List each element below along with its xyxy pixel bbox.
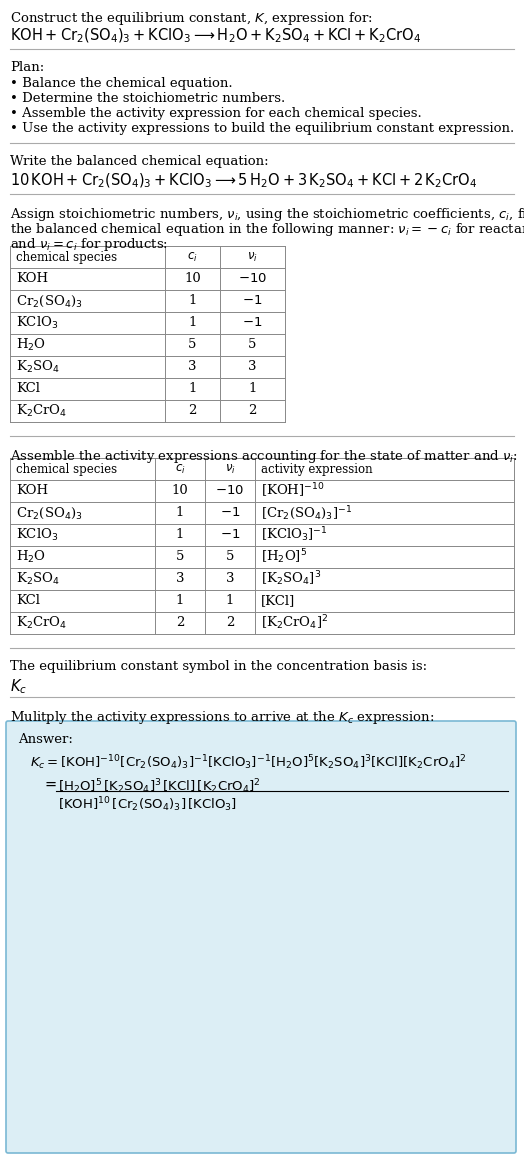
Text: $-10$: $-10$ <box>215 484 245 497</box>
Text: • Determine the stoichiometric numbers.: • Determine the stoichiometric numbers. <box>10 92 285 105</box>
Text: Cr$_2$(SO$_4$)$_3$: Cr$_2$(SO$_4$)$_3$ <box>16 505 83 520</box>
Text: The equilibrium constant symbol in the concentration basis is:: The equilibrium constant symbol in the c… <box>10 659 427 673</box>
FancyBboxPatch shape <box>6 721 516 1153</box>
Text: Answer:: Answer: <box>18 732 73 746</box>
Text: KOH: KOH <box>16 272 48 285</box>
Text: chemical species: chemical species <box>16 462 117 475</box>
Text: $=$: $=$ <box>42 777 58 790</box>
Text: $-1$: $-1$ <box>220 506 240 519</box>
Text: 1: 1 <box>226 595 234 607</box>
Text: $\nu_i$: $\nu_i$ <box>247 250 258 263</box>
Text: $-10$: $-10$ <box>238 272 267 285</box>
Text: 1: 1 <box>248 382 257 395</box>
Text: • Balance the chemical equation.: • Balance the chemical equation. <box>10 76 233 90</box>
Text: 1: 1 <box>176 506 184 519</box>
Text: the balanced chemical equation in the following manner: $\nu_i = -c_i$ for react: the balanced chemical equation in the fo… <box>10 221 524 238</box>
Text: 2: 2 <box>248 404 257 417</box>
Text: 3: 3 <box>226 573 234 585</box>
Text: 2: 2 <box>226 617 234 629</box>
Text: • Assemble the activity expression for each chemical species.: • Assemble the activity expression for e… <box>10 107 422 121</box>
Text: 1: 1 <box>188 382 196 395</box>
Text: 1: 1 <box>188 316 196 329</box>
Text: KOH: KOH <box>16 484 48 497</box>
Text: KCl: KCl <box>16 382 40 395</box>
Text: 1: 1 <box>188 294 196 307</box>
Text: 5: 5 <box>226 551 234 563</box>
Text: 1: 1 <box>176 595 184 607</box>
Text: Assemble the activity expressions accounting for the state of matter and $\nu_i$: Assemble the activity expressions accoun… <box>10 449 518 465</box>
Text: K$_2$SO$_4$: K$_2$SO$_4$ <box>16 359 60 376</box>
Text: 1: 1 <box>176 529 184 541</box>
Text: $K_c$: $K_c$ <box>10 677 27 695</box>
Text: 2: 2 <box>176 617 184 629</box>
Text: chemical species: chemical species <box>16 250 117 263</box>
Text: $\nu_i$: $\nu_i$ <box>225 462 235 475</box>
Text: 2: 2 <box>188 404 196 417</box>
Text: K$_2$CrO$_4$: K$_2$CrO$_4$ <box>16 403 67 420</box>
Text: [KCl]: [KCl] <box>261 595 295 607</box>
Text: 5: 5 <box>176 551 184 563</box>
Text: Cr$_2$(SO$_4$)$_3$: Cr$_2$(SO$_4$)$_3$ <box>16 293 83 308</box>
Text: 10: 10 <box>184 272 201 285</box>
Text: $[\mathrm{KOH}]^{10}\,[\mathrm{Cr_2(SO_4)_3}]\,[\mathrm{KClO_3}]$: $[\mathrm{KOH}]^{10}\,[\mathrm{Cr_2(SO_4… <box>58 795 237 814</box>
Text: $-1$: $-1$ <box>242 316 263 329</box>
Text: [K$_2$CrO$_4$]$^2$: [K$_2$CrO$_4$]$^2$ <box>261 613 329 633</box>
Text: KClO$_3$: KClO$_3$ <box>16 527 58 544</box>
Text: KClO$_3$: KClO$_3$ <box>16 315 58 331</box>
Text: Construct the equilibrium constant, $K$, expression for:: Construct the equilibrium constant, $K$,… <box>10 10 373 27</box>
Text: K$_2$SO$_4$: K$_2$SO$_4$ <box>16 571 60 588</box>
Text: 10: 10 <box>172 484 188 497</box>
Text: [K$_2$SO$_4$]$^3$: [K$_2$SO$_4$]$^3$ <box>261 570 321 589</box>
Text: $\mathrm{10\,KOH + Cr_2(SO_4)_3 + KClO_3 \longrightarrow 5\,H_2O + 3\,K_2SO_4 + : $\mathrm{10\,KOH + Cr_2(SO_4)_3 + KClO_3… <box>10 172 477 190</box>
Text: [Cr$_2$(SO$_4$)$_3$]$^{-1}$: [Cr$_2$(SO$_4$)$_3$]$^{-1}$ <box>261 504 352 522</box>
Text: 3: 3 <box>176 573 184 585</box>
Text: 5: 5 <box>248 338 257 351</box>
Text: Assign stoichiometric numbers, $\nu_i$, using the stoichiometric coefficients, $: Assign stoichiometric numbers, $\nu_i$, … <box>10 206 524 223</box>
Text: $c_i$: $c_i$ <box>174 462 185 475</box>
Text: $-1$: $-1$ <box>242 294 263 307</box>
Text: and $\nu_i = c_i$ for products:: and $\nu_i = c_i$ for products: <box>10 236 168 253</box>
Text: [KClO$_3$]$^{-1}$: [KClO$_3$]$^{-1}$ <box>261 526 328 545</box>
Text: Write the balanced chemical equation:: Write the balanced chemical equation: <box>10 155 269 168</box>
Text: [KOH]$^{-10}$: [KOH]$^{-10}$ <box>261 482 325 501</box>
Text: $-1$: $-1$ <box>220 529 240 541</box>
Text: $[\mathrm{H_2O}]^5\,[\mathrm{K_2SO_4}]^3\,[\mathrm{KCl}]\,[\mathrm{K_2CrO_4}]^2$: $[\mathrm{H_2O}]^5\,[\mathrm{K_2SO_4}]^3… <box>58 777 261 796</box>
Text: activity expression: activity expression <box>261 462 373 475</box>
Text: H$_2$O: H$_2$O <box>16 549 46 566</box>
Text: $K_c = [\mathrm{KOH}]^{-10}[\mathrm{Cr_2(SO_4)_3}]^{-1}[\mathrm{KClO_3}]^{-1}[\m: $K_c = [\mathrm{KOH}]^{-10}[\mathrm{Cr_2… <box>30 753 466 772</box>
Text: $\mathrm{KOH + Cr_2(SO_4)_3 + KClO_3 \longrightarrow H_2O + K_2SO_4 + KCl + K_2C: $\mathrm{KOH + Cr_2(SO_4)_3 + KClO_3 \lo… <box>10 27 421 45</box>
Text: $c_i$: $c_i$ <box>187 250 198 263</box>
Text: H$_2$O: H$_2$O <box>16 337 46 353</box>
Text: [H$_2$O]$^5$: [H$_2$O]$^5$ <box>261 548 307 567</box>
Text: 3: 3 <box>188 360 196 373</box>
Text: • Use the activity expressions to build the equilibrium constant expression.: • Use the activity expressions to build … <box>10 122 514 134</box>
Text: Plan:: Plan: <box>10 61 44 74</box>
Text: K$_2$CrO$_4$: K$_2$CrO$_4$ <box>16 615 67 630</box>
Text: Mulitply the activity expressions to arrive at the $K_c$ expression:: Mulitply the activity expressions to arr… <box>10 709 434 726</box>
Text: 3: 3 <box>248 360 257 373</box>
Text: 5: 5 <box>188 338 196 351</box>
Text: KCl: KCl <box>16 595 40 607</box>
